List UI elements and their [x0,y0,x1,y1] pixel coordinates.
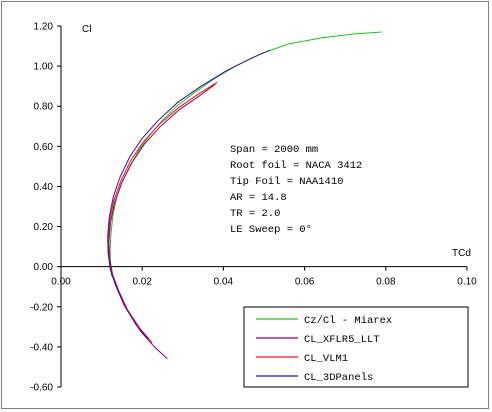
x-tick-label: 0.04 [214,277,234,288]
info-line: TR = 2.0 [230,208,280,220]
y-tick-label: -0.40 [30,342,53,353]
x-tick-label: 0.02 [132,277,152,288]
info-line: LE Sweep = 0° [230,224,312,236]
y-axis-label: Cl [82,24,91,35]
legend-label-4: CL_3DPanels [304,372,373,384]
y-tick-label: -0.20 [30,302,53,313]
legend-label-1: Cz/Cl - Miarex [304,315,392,327]
y-tick-label: 0.00 [34,262,54,273]
series-line-3 [107,81,218,344]
series-line-2 [108,83,216,360]
y-tick-label: 1.00 [34,62,54,73]
x-tick-label: 0.10 [457,277,477,288]
legend-label-2: CL_XFLR5_LLT [304,334,380,346]
x-axis-label: TCd [452,248,471,259]
legend-label-3: CL_VLM1 [304,353,348,365]
x-tick-label: 0.00 [51,277,71,288]
x-tick-label: 0.08 [376,277,396,288]
info-text-block: Span = 2000 mm Root foil = NACA 3412 Tip F… [230,144,362,236]
series-layer [107,31,382,360]
info-line: Span = 2000 mm [230,144,318,156]
series-line-4 [107,49,271,340]
y-tick-label: 0.60 [34,142,54,153]
y-tick-label: 0.20 [34,222,54,233]
y-tick-label: 0.80 [34,102,54,113]
info-line: Root foil = NACA 3412 [230,160,362,172]
axes: 1.20 1.00 0.80 0.60 0.40 0.20 0.00 -0.20 -0.40 -0… [30,22,477,394]
info-line: AR = 14.8 [230,192,287,204]
y-tick-label: -0.60 [30,383,53,394]
y-tick-label: 0.40 [34,182,54,193]
info-line: Tip Foil = NAA1410 [230,176,343,188]
y-tick-label: 1.20 [34,22,54,33]
legend: Cz/Cl - Miarex CL_XFLR5_LLT CL_VLM1 CL_3DPa… [243,306,469,388]
legend-box [243,306,469,388]
x-tick-label: 0.06 [295,277,315,288]
